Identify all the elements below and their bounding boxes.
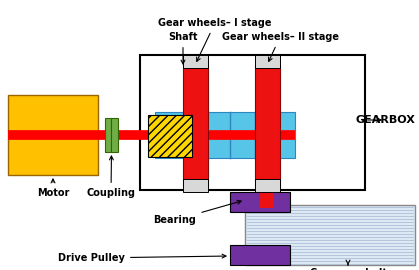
Bar xyxy=(155,112,295,158)
Bar xyxy=(245,205,415,265)
Bar xyxy=(148,115,192,157)
Text: Gear wheels– I stage: Gear wheels– I stage xyxy=(158,18,272,61)
Bar xyxy=(183,179,208,192)
Text: Drive Pulley: Drive Pulley xyxy=(58,253,226,263)
Bar xyxy=(255,179,280,192)
Bar xyxy=(255,65,280,188)
Bar xyxy=(255,55,280,68)
Bar xyxy=(140,55,365,190)
Text: Bearing: Bearing xyxy=(153,200,241,225)
Bar xyxy=(230,245,290,265)
Text: Coupling: Coupling xyxy=(86,156,135,198)
Bar xyxy=(105,118,111,152)
Bar xyxy=(111,118,118,152)
Bar xyxy=(183,55,208,68)
Bar xyxy=(183,65,208,188)
Text: Gear wheels– II stage: Gear wheels– II stage xyxy=(222,32,339,61)
Bar xyxy=(230,192,290,212)
Text: Motor: Motor xyxy=(37,179,69,198)
Text: Shaft: Shaft xyxy=(168,32,198,64)
Text: GEARBOX: GEARBOX xyxy=(355,115,415,125)
Text: Conveyor belt: Conveyor belt xyxy=(310,260,386,270)
Bar xyxy=(8,95,98,175)
